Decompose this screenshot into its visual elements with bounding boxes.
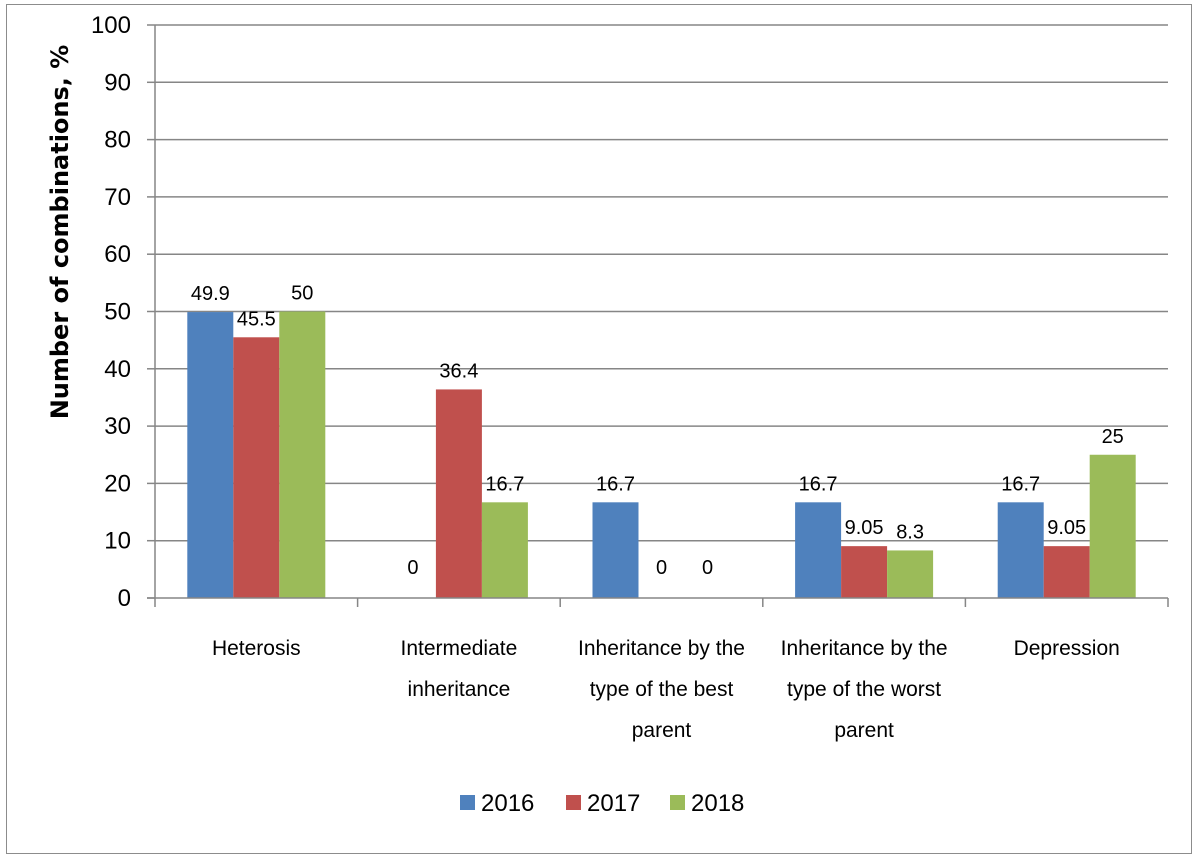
data-label: 0: [407, 557, 418, 579]
data-label: 45.5: [237, 308, 276, 330]
y-tick-label: 50: [104, 299, 131, 326]
data-label: 16.7: [799, 473, 838, 495]
x-category-label: Heterosis: [212, 637, 301, 660]
y-tick-label: 60: [104, 241, 131, 268]
legend-swatch-2018: [670, 795, 685, 810]
y-tick-label: 0: [118, 585, 131, 612]
x-category-label: inheritance: [408, 678, 511, 701]
bar-2017: [841, 546, 888, 598]
bar-2016: [592, 502, 639, 598]
x-category-label: type of the best: [590, 678, 734, 701]
legend-swatch-2017: [566, 795, 581, 810]
bar-2018: [887, 550, 934, 598]
data-label: 16.7: [1001, 473, 1040, 495]
data-labels: 49.9 0 16.7 16.7 16.7 45.5 36.4 0 9.05 9.05 50 16.7…: [191, 283, 1124, 580]
axes: 0 10 20 30 40 50 60 70 80 90 100 Heterosis Intermedi…: [91, 12, 1169, 742]
bars: [187, 311, 1136, 598]
bar-2017: [1043, 546, 1090, 598]
data-label: 9.05: [845, 517, 884, 539]
y-tick-label: 30: [104, 413, 131, 440]
data-label: 16.7: [596, 473, 635, 495]
bar-2018: [279, 311, 326, 598]
bar-2016: [795, 502, 842, 598]
data-label: 16.7: [485, 473, 524, 495]
y-tick-label: 90: [104, 69, 131, 96]
y-tick-label: 70: [104, 184, 131, 211]
y-tick-label: 100: [91, 12, 131, 39]
x-category-label: Inheritance by the: [781, 637, 948, 660]
x-category-label: type of the worst: [787, 678, 941, 701]
legend-label: 2018: [691, 790, 744, 817]
y-tick-label: 40: [104, 356, 131, 383]
bar-2016: [997, 502, 1044, 598]
data-label: 8.3: [896, 521, 924, 543]
bar-2017: [233, 337, 280, 598]
legend: 2016 2017 2018: [460, 790, 744, 817]
data-label: 9.05: [1047, 517, 1086, 539]
x-category-label: parent: [632, 719, 692, 742]
bar-2017: [435, 389, 482, 598]
data-label: 36.4: [439, 360, 478, 382]
bar-2018: [1089, 454, 1136, 598]
bar-2016: [187, 312, 234, 598]
legend-label: 2017: [587, 790, 640, 817]
x-category-label: Intermediate: [401, 637, 518, 660]
data-label: 0: [702, 557, 713, 579]
x-category-label: Depression: [1014, 637, 1120, 660]
data-label: 50: [291, 283, 313, 305]
legend-label: 2016: [481, 790, 534, 817]
data-label: 25: [1102, 426, 1124, 448]
y-tick-label: 20: [104, 470, 131, 497]
data-label: 49.9: [191, 283, 230, 305]
y-tick-label: 10: [104, 528, 131, 555]
legend-swatch-2016: [460, 795, 475, 810]
x-category-label: parent: [834, 719, 894, 742]
y-axis-title: Number of combinations, %: [46, 45, 74, 420]
x-category-label: Inheritance by the: [578, 637, 745, 660]
bar-2018: [481, 502, 528, 598]
y-tick-label: 80: [104, 127, 131, 154]
data-label: 0: [656, 557, 667, 579]
